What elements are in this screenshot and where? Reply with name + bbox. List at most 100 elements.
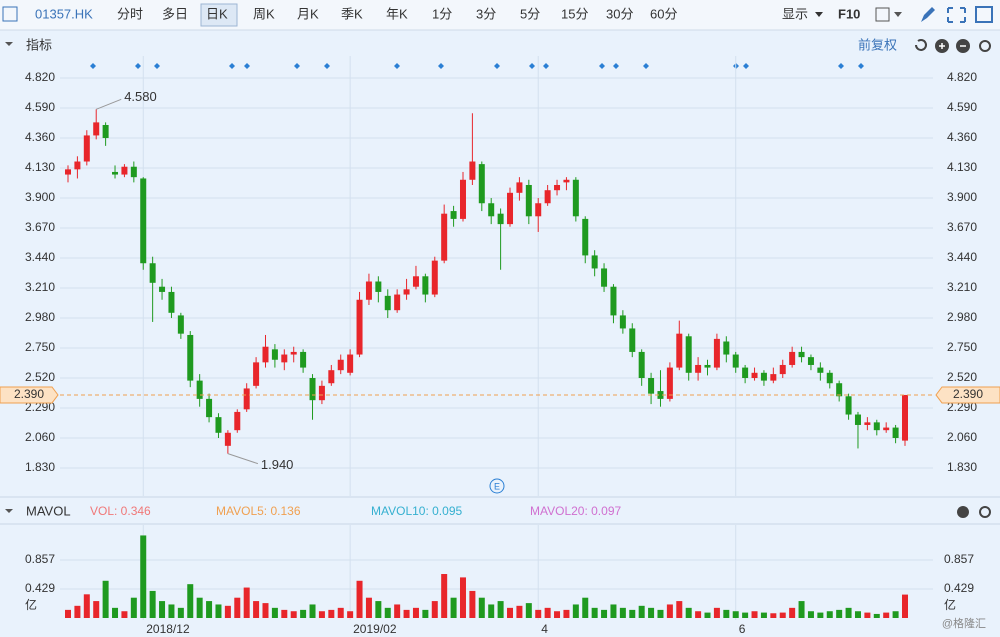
y-tick-label: 2.060	[25, 430, 55, 444]
toolbar	[0, 0, 1000, 30]
volume-bar	[657, 609, 664, 618]
volume-bar	[234, 597, 241, 618]
candle-body	[685, 336, 692, 373]
volume-bar	[676, 601, 683, 618]
period-tab[interactable]: 年K	[386, 6, 408, 21]
candle-body	[619, 315, 626, 329]
side-icon[interactable]	[975, 6, 993, 23]
period-tab[interactable]: 5分	[520, 6, 540, 21]
indicator-label[interactable]: 指标	[26, 37, 52, 52]
volume-bar	[572, 604, 579, 618]
volume-bar	[441, 574, 448, 618]
caret	[894, 12, 902, 17]
candle-body	[159, 286, 166, 292]
candle-body	[412, 276, 419, 287]
y-tick-label: 3.900	[25, 190, 55, 204]
y-tick-label: 2.520	[25, 370, 55, 384]
candle-body	[318, 385, 325, 401]
y-tick-label: 2.980	[25, 310, 55, 324]
volume-bar	[243, 587, 250, 618]
volume-bar	[525, 603, 532, 618]
volume-bar	[478, 597, 485, 618]
volume-bar	[544, 607, 551, 618]
candle-body	[629, 328, 636, 352]
reset-icon[interactable]	[915, 39, 927, 51]
candle-body	[563, 179, 570, 183]
volume-bar	[375, 601, 382, 618]
volume-bar	[845, 607, 852, 618]
volume-bar	[563, 609, 570, 618]
period-tab[interactable]: 月K	[297, 6, 319, 21]
candle-body	[488, 203, 495, 217]
collapse[interactable]	[5, 42, 13, 46]
candle-body	[902, 394, 908, 441]
icon-glyph	[939, 43, 966, 49]
symbol[interactable]: 01357.HK	[35, 6, 93, 21]
volume-bar	[403, 609, 410, 618]
candle-body	[695, 364, 702, 373]
period-tab[interactable]: 日K	[206, 6, 228, 21]
volume-bar	[516, 605, 523, 618]
volume-bar	[356, 580, 363, 618]
event-markers	[90, 63, 864, 69]
candle-body	[591, 255, 598, 269]
candle-body	[93, 122, 100, 136]
volume-bar	[168, 604, 175, 618]
box-icon[interactable]	[875, 7, 890, 22]
volume-bar	[74, 605, 81, 618]
candle-body	[262, 346, 269, 363]
candle-body	[187, 334, 194, 381]
y-tick-label: 3.440	[947, 250, 977, 264]
y-tick-label: 0.429	[944, 581, 974, 595]
period-tab[interactable]: 15分	[561, 6, 588, 21]
candle-body	[544, 190, 551, 204]
collapse[interactable]	[5, 509, 13, 513]
y-tick-label: 0.857	[944, 552, 974, 566]
candle-body	[206, 398, 213, 418]
period-tab[interactable]: 60分	[650, 6, 677, 21]
volume-bar	[130, 597, 137, 618]
y-tick-label: 4.130	[947, 160, 977, 174]
volume-bar	[883, 612, 890, 618]
candle-body	[845, 396, 852, 415]
close-panel[interactable]	[957, 506, 969, 518]
period-tab[interactable]: 分时	[117, 6, 143, 21]
period-tab[interactable]: 3分	[476, 6, 496, 21]
adjust[interactable]: 前复权	[858, 37, 897, 52]
y-tick-label: 0.429	[25, 581, 55, 595]
period-tab[interactable]: 30分	[606, 6, 633, 21]
settings[interactable]	[979, 506, 991, 518]
x-tick-label: 6	[739, 622, 746, 636]
period-tab[interactable]: 周K	[253, 6, 275, 21]
volume-bar	[318, 611, 325, 618]
legend-entry: MAVOL5: 0.136	[216, 504, 301, 518]
y-tick-label: 3.900	[947, 190, 977, 204]
period-tab[interactable]: 季K	[341, 6, 363, 21]
fullscreen-icon[interactable]	[947, 7, 966, 23]
candle-body	[300, 351, 307, 368]
annotation: 1.940	[261, 457, 294, 472]
y-tick-label: 2.750	[25, 340, 55, 354]
period-tab[interactable]: 1分	[432, 6, 452, 21]
y-tick-label: 3.210	[25, 280, 55, 294]
y-tick-label: 2.520	[947, 370, 977, 384]
volume-bar	[554, 611, 561, 618]
y-tick-label: 4.590	[947, 100, 977, 114]
panel-icon[interactable]	[2, 6, 18, 22]
volume-bar	[112, 607, 119, 618]
event-icon[interactable]	[489, 478, 505, 494]
volume-bar	[902, 594, 908, 618]
candle-body	[892, 427, 899, 439]
candle-body	[666, 367, 673, 399]
display-menu[interactable]: 显示	[782, 6, 808, 21]
volume-bar	[93, 601, 100, 618]
volume-bar	[629, 609, 636, 618]
settings[interactable]	[979, 40, 991, 52]
draw-icon[interactable]	[921, 7, 935, 22]
candle-body	[826, 372, 833, 384]
period-tab[interactable]: 多日	[162, 6, 188, 21]
volume-bar	[864, 612, 871, 618]
f10[interactable]: F10	[838, 6, 860, 21]
candle-body	[525, 184, 532, 217]
candle-body	[271, 349, 278, 360]
